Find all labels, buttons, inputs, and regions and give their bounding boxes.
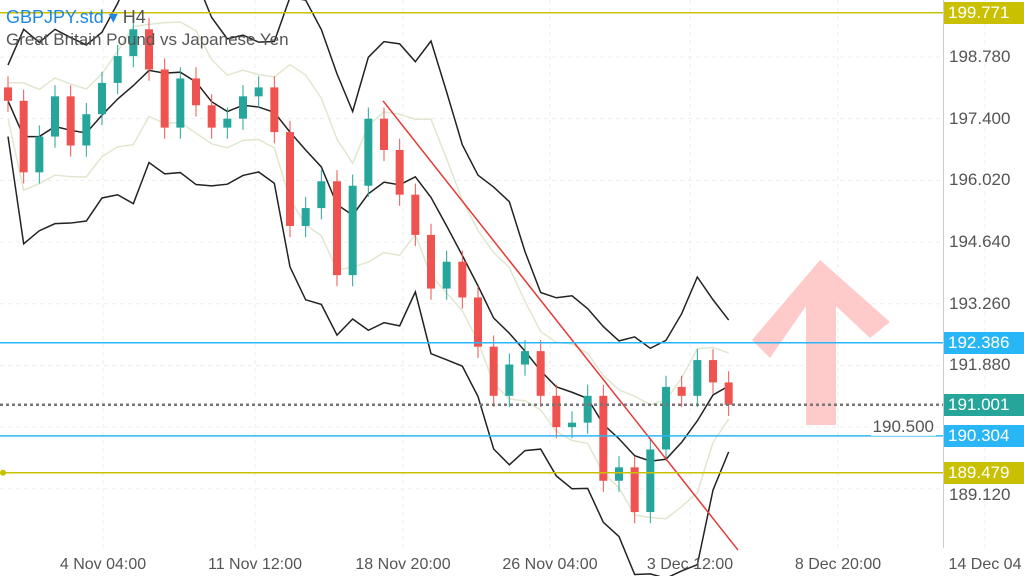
candle-body: [724, 382, 733, 405]
level-price-tag: 191.001: [944, 393, 1024, 416]
candle-body: [521, 351, 529, 365]
candle-body: [489, 346, 498, 396]
candle-body: [254, 87, 263, 97]
price-tick: 196.020: [949, 170, 1011, 190]
level-price-tag: 192.386: [944, 331, 1024, 354]
candle-body: [677, 386, 686, 396]
level-handle: [0, 469, 6, 476]
trendline: [382, 100, 739, 551]
price-tick: 198.780: [949, 47, 1011, 66]
candle-body: [129, 29, 138, 57]
candle-body: [333, 181, 341, 276]
candle-body: [427, 234, 435, 289]
price-tick: 191.880: [949, 355, 1011, 375]
candle-body: [348, 185, 357, 276]
level-price-tag: 189.479: [944, 461, 1024, 484]
candle-body: [160, 69, 169, 128]
candle-body: [301, 208, 310, 226]
candle-body: [145, 29, 153, 70]
price-tick: 190.500: [870, 417, 936, 437]
candle-body: [583, 395, 592, 423]
bb-upper-band: [7, 0, 730, 350]
bb-inner-lower: [7, 115, 730, 520]
candle-body: [82, 114, 91, 146]
symbol-header[interactable]: GBPJPY.std ▾ H4: [6, 6, 146, 28]
candle-body: [35, 136, 44, 173]
candle-body: [615, 467, 623, 481]
price-axis-divider: [943, 0, 944, 548]
candle-body: [66, 96, 75, 146]
candle-body: [552, 395, 561, 428]
price-tick: 193.260: [949, 293, 1011, 313]
candle-body: [113, 56, 122, 83]
dropdown-icon[interactable]: ▾: [108, 7, 118, 27]
candle-body: [693, 360, 702, 396]
candle-body: [176, 78, 185, 128]
candle-body: [19, 100, 28, 173]
timeframe[interactable]: H4: [122, 7, 146, 27]
candle-body: [395, 149, 404, 195]
candle-body: [364, 118, 373, 186]
candle-body: [317, 181, 326, 209]
symbol-description: Great Britain Pound vs Japanese Yen: [6, 30, 289, 49]
candle-body: [630, 467, 639, 513]
candle-body: [599, 395, 608, 481]
candle-body: [662, 386, 670, 450]
candle-body: [207, 105, 216, 128]
bb-lower-band: [7, 136, 730, 576]
candle-body: [239, 96, 247, 119]
candle-body: [4, 87, 12, 101]
time-tick: 18 Nov 20:00: [355, 556, 451, 573]
candle-body: [505, 364, 514, 396]
time-tick: 3 Dec 12:00: [646, 556, 734, 573]
time-tick: 11 Nov 12:00: [208, 556, 302, 573]
level-price-tag: 199.771: [944, 1, 1024, 24]
time-tick: 4 Nov 04:00: [59, 556, 147, 573]
candle-body: [536, 351, 545, 396]
price-tick: 194.640: [949, 232, 1011, 252]
candle-body: [568, 422, 576, 428]
candle-body: [51, 96, 59, 137]
candle-body: [474, 297, 482, 347]
level-price-tag: 190.304: [944, 424, 1024, 447]
candle-body: [223, 118, 232, 128]
candle-body: [286, 132, 294, 226]
price-tick: 197.400: [949, 108, 1011, 128]
candle-body: [380, 118, 388, 150]
price-tick: 189.120: [949, 484, 1011, 504]
candle-body: [192, 78, 200, 106]
candle-body: [98, 82, 106, 115]
candle-body: [270, 87, 279, 133]
candle-body: [411, 194, 420, 235]
candle-body: [646, 449, 655, 513]
time-tick: 26 Nov 04:00: [502, 556, 598, 573]
candle-body: [442, 261, 451, 289]
time-tick: 8 Dec 20:00: [794, 556, 882, 573]
candle-body: [458, 261, 467, 298]
symbol-name[interactable]: GBPJPY.std: [6, 7, 104, 27]
time-tick: 14 Dec 04: [948, 556, 1022, 573]
candle-body: [709, 360, 717, 383]
